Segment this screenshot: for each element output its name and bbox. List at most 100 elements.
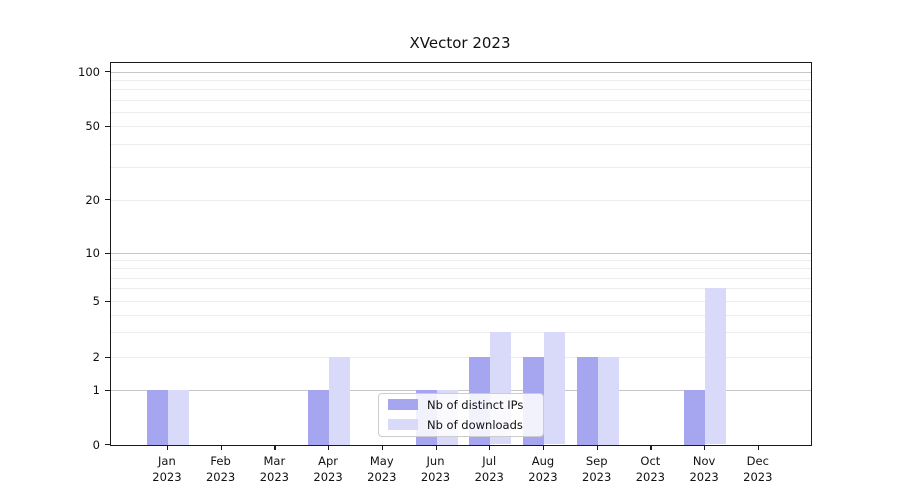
x-tick-month: Mar xyxy=(263,453,286,468)
x-tick-label-mar: Mar 2023 xyxy=(242,453,306,485)
x-tick-mark-dec xyxy=(757,444,759,450)
legend-entry-distinct-ips: Nb of distinct IPs xyxy=(388,398,534,412)
x-tick-label-aug: Aug 2023 xyxy=(511,453,575,485)
x-tick-label-nov: Nov 2023 xyxy=(672,453,736,485)
gridline-minor-40 xyxy=(111,143,811,145)
x-tick-mark-feb xyxy=(220,444,222,450)
y-tick-label-50: 50 xyxy=(85,119,100,134)
x-tick-year: 2023 xyxy=(367,469,397,484)
bar-nov-downloads xyxy=(705,288,727,445)
x-tick-label-jul: Jul 2023 xyxy=(457,453,521,485)
gridline-major-10 xyxy=(111,253,811,254)
y-tick-mark-1 xyxy=(104,389,111,391)
gridline-minor-20 xyxy=(111,199,811,201)
x-tick-label-oct: Oct 2023 xyxy=(618,453,682,485)
y-tick-mark-0 xyxy=(104,444,111,446)
gridline-minor-7 xyxy=(111,277,811,279)
x-tick-label-dec: Dec 2023 xyxy=(726,453,790,485)
x-tick-month: Jul xyxy=(482,453,497,468)
y-tick-mark-5 xyxy=(104,300,111,302)
legend-label-distinct-ips: Nb of distinct IPs xyxy=(427,397,524,412)
x-tick-mark-jun xyxy=(435,444,437,450)
gridline-minor-6 xyxy=(111,288,811,290)
gridline-minor-3 xyxy=(111,332,811,334)
y-tick-mark-100 xyxy=(104,71,111,73)
gridline-minor-4 xyxy=(111,314,811,316)
x-tick-year: 2023 xyxy=(528,469,558,484)
bar-apr-downloads xyxy=(329,357,351,445)
bar-aug-downloads xyxy=(543,332,565,445)
x-tick-mark-nov xyxy=(704,444,706,450)
y-tick-label-2: 2 xyxy=(92,350,100,365)
x-tick-month: Apr xyxy=(318,453,338,468)
y-tick-mark-2 xyxy=(104,356,111,358)
gridline-major-100 xyxy=(111,71,811,73)
x-tick-mark-jul xyxy=(489,444,491,450)
y-tick-label-20: 20 xyxy=(85,192,100,207)
x-tick-month: Dec xyxy=(746,453,769,468)
y-tick-label-100: 100 xyxy=(78,64,100,79)
x-tick-label-may: May 2023 xyxy=(350,453,414,485)
legend: Nb of distinct IPs Nb of downloads xyxy=(378,392,544,437)
x-tick-year: 2023 xyxy=(259,469,289,484)
legend-swatch-downloads xyxy=(388,419,418,430)
gridline-minor-50 xyxy=(111,126,811,127)
gridline-minor-30 xyxy=(111,166,811,168)
x-tick-year: 2023 xyxy=(313,469,343,484)
x-tick-year: 2023 xyxy=(635,469,666,484)
gridline-major-1 xyxy=(111,390,811,391)
legend-label-downloads: Nb of downloads xyxy=(427,417,523,432)
plot-area xyxy=(110,62,812,446)
gridline-minor-8 xyxy=(111,268,811,270)
x-tick-month: Jan xyxy=(158,453,176,468)
x-tick-month: Jun xyxy=(426,453,445,468)
gridline-minor-2 xyxy=(111,357,811,358)
gridline-minor-60 xyxy=(111,111,811,113)
bar-sep-distinct-ips xyxy=(576,357,598,445)
bar-sep-downloads xyxy=(597,357,619,445)
gridline-minor-70 xyxy=(111,99,811,101)
legend-entry-downloads: Nb of downloads xyxy=(388,418,534,432)
x-tick-year: 2023 xyxy=(474,469,504,484)
y-tick-mark-50 xyxy=(104,125,111,127)
y-tick-label-1: 1 xyxy=(92,383,100,398)
x-tick-month: Aug xyxy=(531,453,555,468)
x-tick-mark-sep xyxy=(596,444,598,450)
y-tick-mark-10 xyxy=(104,252,111,254)
y-tick-label-10: 10 xyxy=(85,246,100,261)
y-tick-mark-20 xyxy=(104,199,111,201)
x-tick-month: Sep xyxy=(585,453,608,468)
y-tick-label-0: 0 xyxy=(92,437,100,452)
bar-apr-distinct-ips xyxy=(308,390,330,445)
x-tick-mark-jan xyxy=(166,444,169,450)
x-tick-year: 2023 xyxy=(205,469,236,484)
gridline-minor-90 xyxy=(111,79,811,81)
x-tick-mark-aug xyxy=(542,444,545,450)
x-tick-label-sep: Sep 2023 xyxy=(565,453,629,485)
x-tick-year: 2023 xyxy=(152,469,182,484)
gridline-minor-5 xyxy=(111,301,811,302)
x-tick-month: Oct xyxy=(640,453,661,468)
chart-title: XVector 2023 xyxy=(409,34,511,52)
x-tick-mark-oct xyxy=(650,444,652,450)
x-tick-month: May xyxy=(369,453,394,468)
x-tick-mark-apr xyxy=(328,444,330,450)
x-tick-label-feb: Feb 2023 xyxy=(189,453,253,485)
legend-swatch-distinct-ips xyxy=(388,399,418,410)
x-tick-label-jun: Jun 2023 xyxy=(404,453,468,485)
y-tick-label-5: 5 xyxy=(92,294,100,309)
x-tick-year: 2023 xyxy=(689,469,719,484)
gridline-minor-9 xyxy=(111,260,811,262)
bar-jan-distinct-ips xyxy=(146,390,168,445)
x-tick-label-apr: Apr 2023 xyxy=(296,453,360,485)
gridline-minor-80 xyxy=(111,89,811,91)
x-tick-label-jan: Jan 2023 xyxy=(135,453,199,485)
x-tick-month: Nov xyxy=(692,453,716,468)
x-tick-month: Feb xyxy=(210,453,231,468)
x-tick-mark-mar xyxy=(274,444,276,450)
bar-jan-downloads xyxy=(167,390,189,445)
x-tick-mark-may xyxy=(381,444,383,450)
x-tick-year: 2023 xyxy=(582,469,612,484)
x-tick-year: 2023 xyxy=(420,469,451,484)
